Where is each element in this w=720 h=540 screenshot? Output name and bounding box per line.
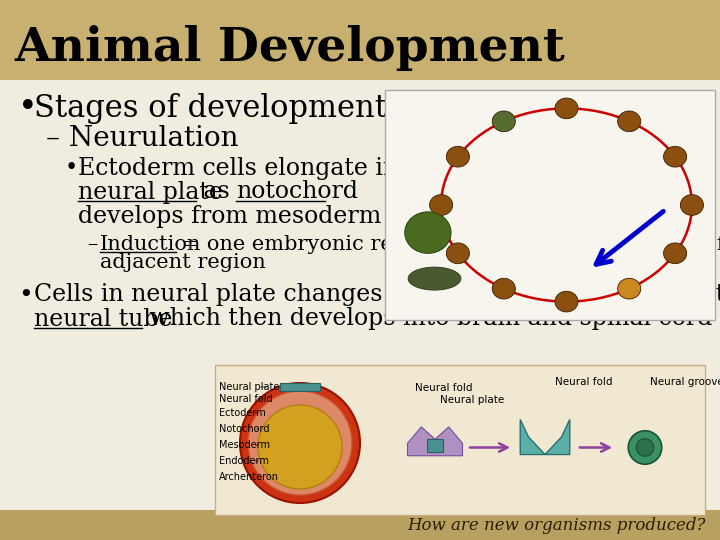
Text: neural plate: neural plate: [78, 180, 223, 204]
Text: Notochord: Notochord: [219, 424, 269, 434]
Text: Cells in neural plate changes shape, eventually rolling into: Cells in neural plate changes shape, eve…: [34, 284, 720, 307]
Text: How are new organisms produced?: How are new organisms produced?: [408, 516, 706, 534]
Circle shape: [629, 431, 662, 464]
Bar: [427, 439, 444, 451]
Text: –: –: [88, 234, 105, 253]
Text: – Neurulation: – Neurulation: [46, 125, 238, 152]
Circle shape: [636, 438, 654, 456]
Ellipse shape: [664, 243, 687, 264]
Text: neural tube: neural tube: [34, 307, 173, 330]
Circle shape: [248, 391, 352, 495]
Text: Ectoderm: Ectoderm: [219, 408, 266, 418]
Text: •: •: [18, 92, 37, 124]
Text: •: •: [65, 157, 78, 179]
Circle shape: [258, 405, 342, 489]
Ellipse shape: [446, 146, 469, 167]
Bar: [0, 80, 720, 510]
Ellipse shape: [680, 194, 703, 215]
Text: Animal Development: Animal Development: [14, 25, 565, 71]
Text: as: as: [197, 180, 238, 204]
Text: develops from mesoderm below: develops from mesoderm below: [78, 205, 460, 227]
Text: which then develops into brain and spinal cord: which then develops into brain and spina…: [143, 307, 713, 330]
Polygon shape: [408, 427, 462, 456]
Text: Neural fold: Neural fold: [555, 377, 613, 387]
Ellipse shape: [492, 278, 516, 299]
Polygon shape: [521, 420, 570, 455]
Text: Archenteron: Archenteron: [219, 472, 279, 482]
Text: notochord: notochord: [235, 180, 358, 204]
Text: Neural fold: Neural fold: [219, 394, 273, 404]
Bar: [215, 365, 705, 515]
Text: Neural plate: Neural plate: [219, 382, 279, 392]
Text: Neural plate: Neural plate: [440, 395, 504, 405]
Text: adjacent region: adjacent region: [100, 253, 266, 273]
Ellipse shape: [492, 111, 516, 132]
Text: Neural fold: Neural fold: [415, 383, 472, 393]
Text: = one embryonic region influences development of: = one embryonic region influences develo…: [176, 234, 720, 253]
Text: Induction: Induction: [100, 234, 202, 253]
Text: Neural groove: Neural groove: [650, 377, 720, 387]
Bar: [280, 383, 320, 391]
Text: Endoderm: Endoderm: [219, 456, 269, 466]
Ellipse shape: [430, 194, 453, 215]
Text: Stages of development: Stages of development: [34, 92, 387, 124]
Bar: [0, 510, 720, 540]
Circle shape: [240, 383, 360, 503]
Ellipse shape: [618, 111, 641, 132]
Text: Mesoderm: Mesoderm: [219, 440, 270, 450]
Ellipse shape: [408, 267, 461, 290]
Ellipse shape: [555, 291, 578, 312]
Bar: [385, 90, 715, 320]
Ellipse shape: [446, 243, 469, 264]
Text: Ectoderm cells elongate into: Ectoderm cells elongate into: [78, 157, 422, 179]
Ellipse shape: [618, 278, 641, 299]
Ellipse shape: [664, 146, 687, 167]
Bar: [0, 0, 720, 80]
Ellipse shape: [405, 212, 451, 253]
Text: •: •: [18, 284, 32, 307]
Ellipse shape: [555, 98, 578, 119]
